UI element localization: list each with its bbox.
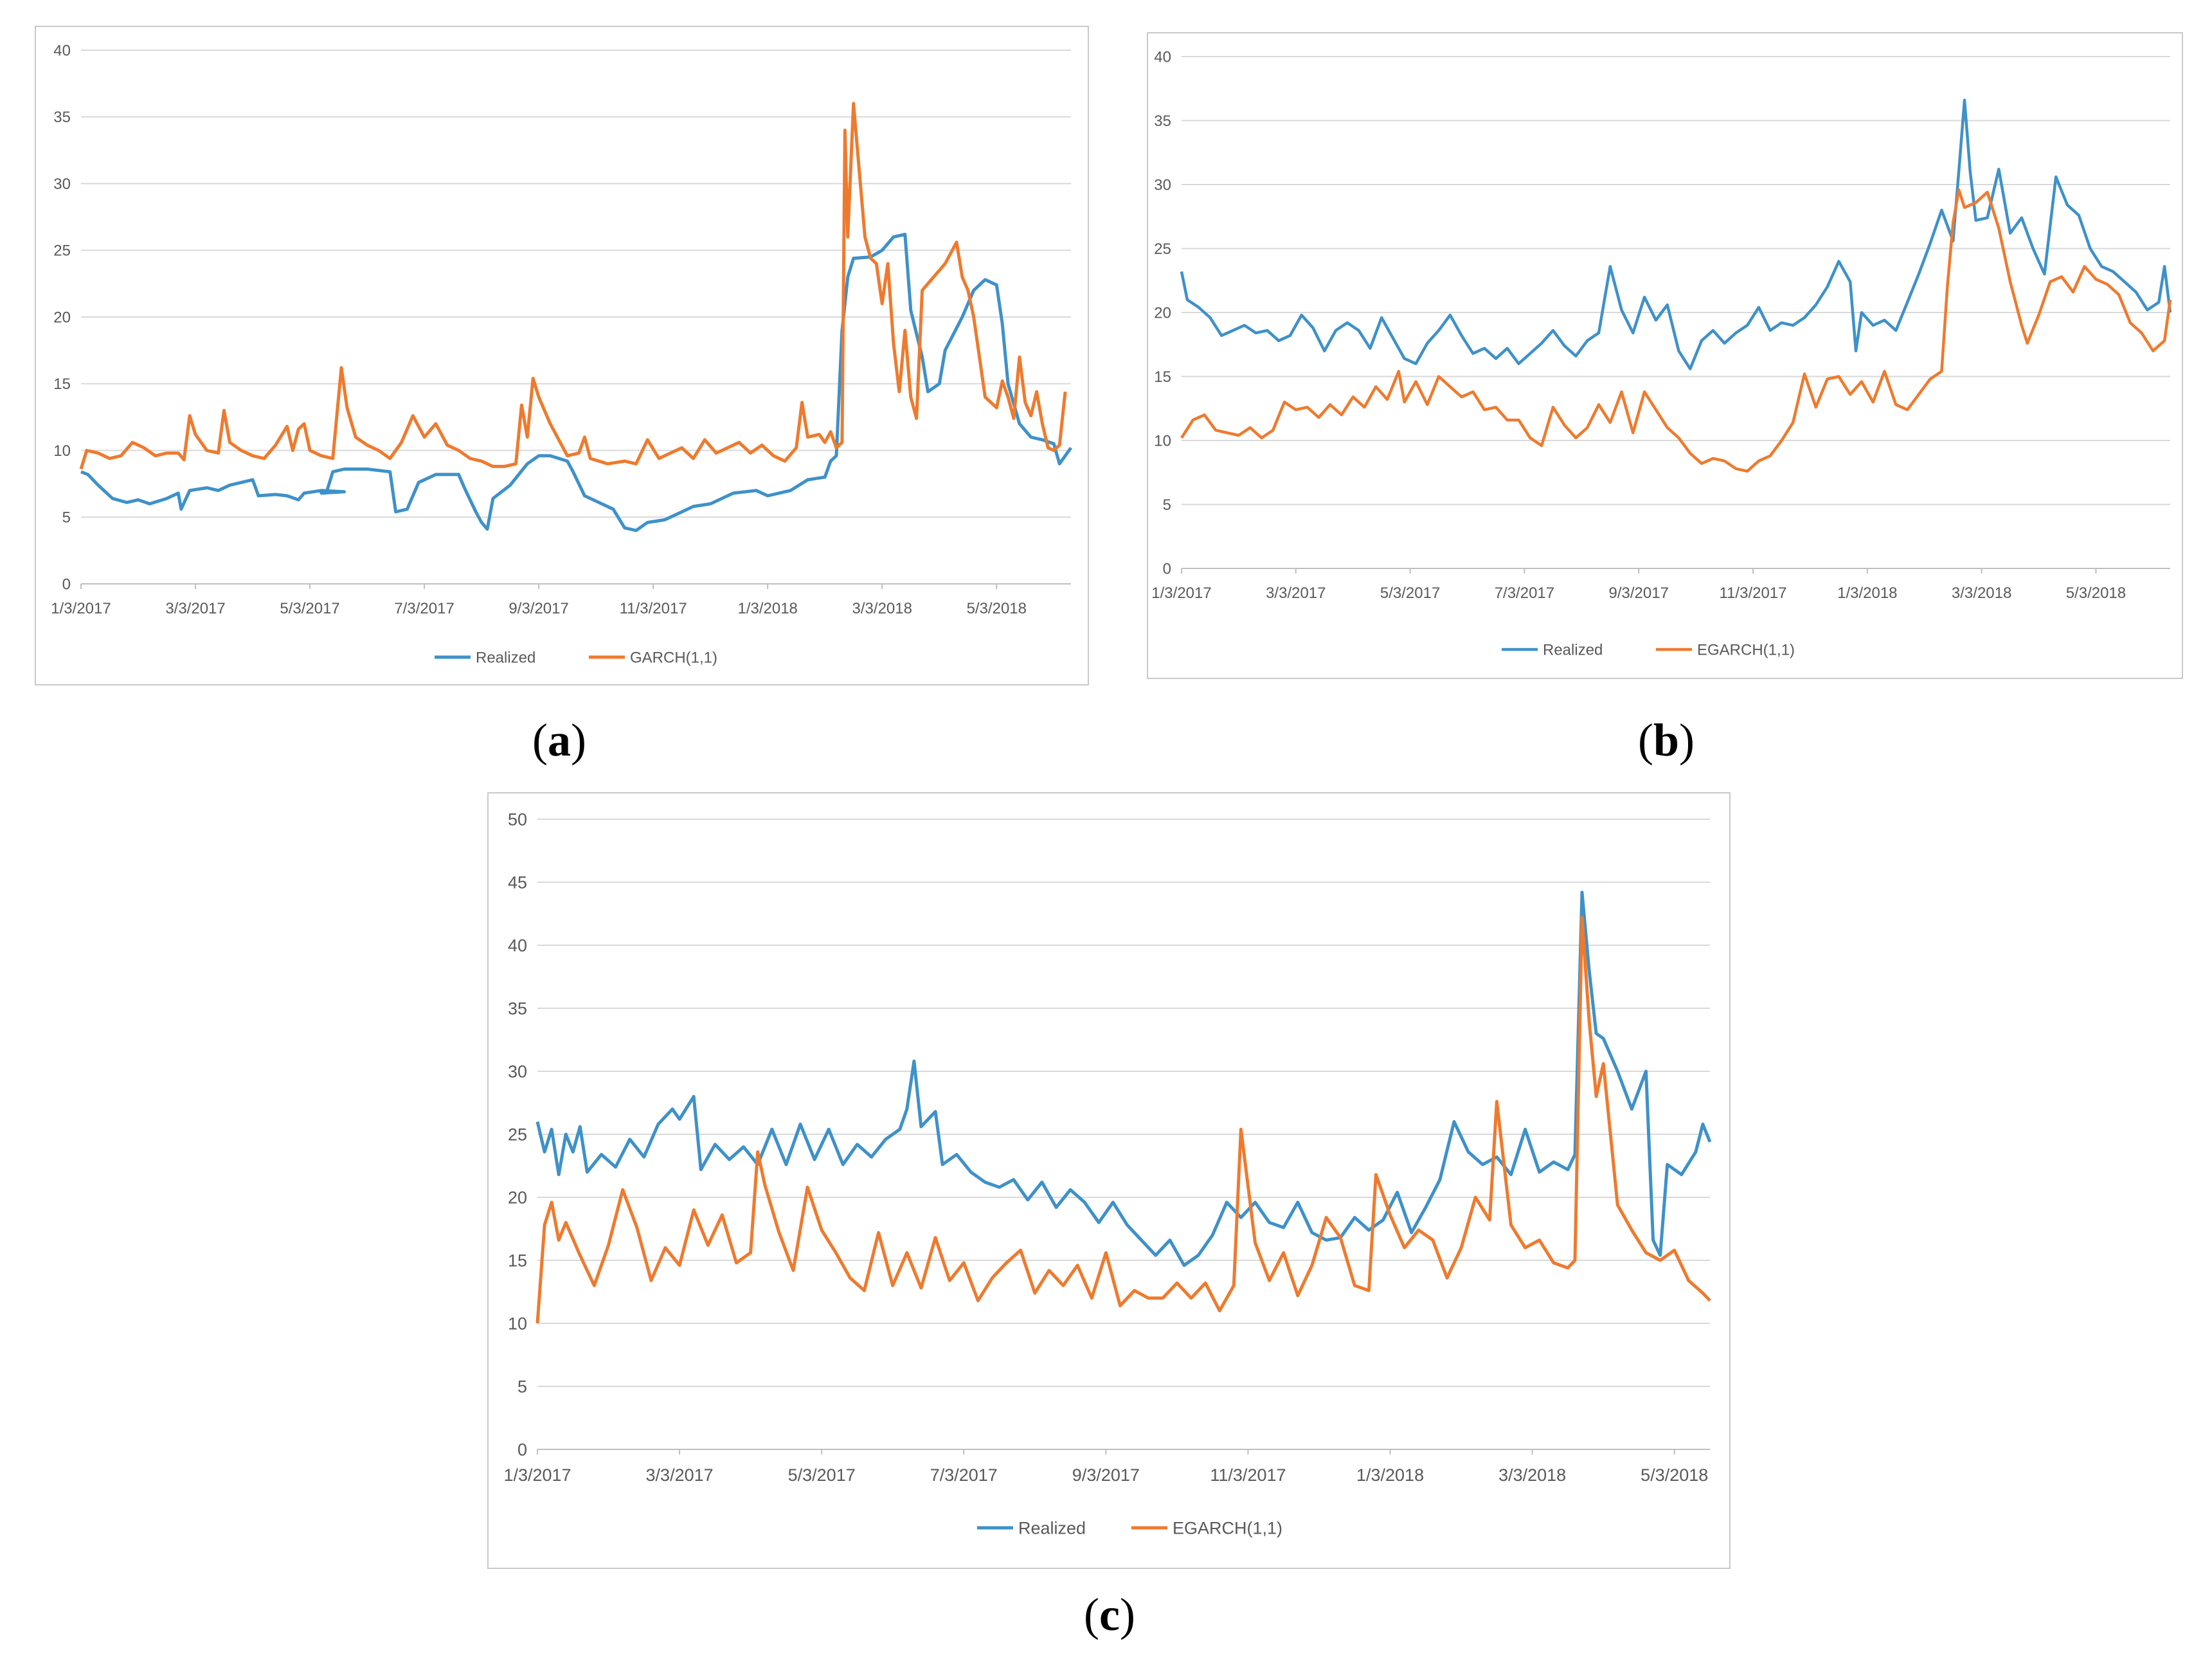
y-tick-label-c-6: 30 bbox=[508, 1062, 527, 1081]
series-line-c-egarch-1-1- bbox=[535, 916, 1711, 1324]
legend-label-b-1: EGARCH(1,1) bbox=[1697, 641, 1795, 658]
series-line-b-egarch-1-1- bbox=[1180, 188, 2172, 473]
legend-label-c-0: Realized bbox=[1018, 1518, 1086, 1537]
x-tick-label-b-7: 3/3/2018 bbox=[1952, 585, 2011, 602]
x-tick-label-a-0: 1/3/2017 bbox=[51, 600, 111, 617]
series-line-b-realized bbox=[1180, 98, 2172, 370]
x-tick-label-b-6: 1/3/2018 bbox=[1837, 585, 1897, 602]
x-tick-label-a-3: 7/3/2017 bbox=[394, 600, 454, 617]
y-tick-label-b-0: 0 bbox=[1163, 560, 1171, 577]
y-tick-label-a-6: 30 bbox=[53, 176, 71, 193]
y-tick-label-a-5: 25 bbox=[53, 242, 71, 260]
x-tick-label-a-2: 5/3/2017 bbox=[280, 600, 339, 617]
y-tick-label-c-1: 5 bbox=[517, 1377, 527, 1396]
y-tick-label-c-4: 20 bbox=[508, 1188, 527, 1207]
caption-a-letter: a bbox=[548, 714, 571, 766]
x-tick-label-c-5: 11/3/2017 bbox=[1210, 1465, 1286, 1485]
x-tick-label-a-4: 9/3/2017 bbox=[508, 600, 568, 617]
chart-panel-c: 0 5 10 15 20 25 30 35 40 45 50 1/3/2017 3/3/2017 5/3/… bbox=[487, 792, 1731, 1569]
series-line-a-garch-1-1- bbox=[79, 102, 1067, 470]
x-tick-label-b-0: 1/3/2017 bbox=[1151, 585, 1211, 602]
y-tick-label-c-8: 40 bbox=[508, 936, 527, 955]
y-tick-label-a-8: 40 bbox=[53, 42, 71, 59]
x-tick-label-c-0: 1/3/2017 bbox=[503, 1465, 571, 1485]
y-tick-label-c-3: 15 bbox=[508, 1251, 527, 1270]
y-tick-label-c-0: 0 bbox=[517, 1440, 527, 1459]
legend-label-a-0: Realized bbox=[476, 649, 535, 666]
y-tick-label-b-7: 35 bbox=[1154, 113, 1171, 130]
x-tick-label-b-3: 7/3/2017 bbox=[1495, 585, 1554, 602]
legend-label-a-1: GARCH(1,1) bbox=[630, 649, 717, 666]
caption-c-letter: c bbox=[1099, 1589, 1120, 1640]
y-tick-label-a-1: 5 bbox=[62, 509, 71, 527]
x-tick-label-b-4: 9/3/2017 bbox=[1609, 585, 1669, 602]
caption-a: (a) bbox=[532, 714, 586, 766]
caption-b: (b) bbox=[1637, 714, 1695, 766]
chart-a-svg: 0 5 10 15 20 25 30 35 40 1/3/2017 3/3/2017 5/3/2017… bbox=[51, 42, 1073, 666]
series-line-c-realized bbox=[535, 891, 1712, 1267]
chart-panel-a: 0 5 10 15 20 25 30 35 40 1/3/2017 3/3/2017 5/3/2017… bbox=[35, 26, 1089, 685]
y-tick-label-c-7: 35 bbox=[508, 999, 527, 1018]
y-tick-label-b-8: 40 bbox=[1154, 48, 1171, 66]
y-tick-label-c-2: 10 bbox=[508, 1314, 527, 1333]
x-tick-label-b-8: 5/3/2018 bbox=[2066, 585, 2126, 602]
y-tick-label-a-3: 15 bbox=[53, 376, 71, 393]
caption-b-letter: b bbox=[1653, 714, 1680, 766]
x-tick-label-a-5: 11/3/2017 bbox=[620, 600, 687, 617]
y-tick-label-c-5: 25 bbox=[508, 1125, 527, 1144]
x-tick-label-a-7: 3/3/2018 bbox=[852, 600, 912, 617]
x-tick-label-c-4: 9/3/2017 bbox=[1072, 1465, 1140, 1485]
x-tick-label-b-5: 11/3/2017 bbox=[1720, 585, 1787, 602]
x-tick-label-a-6: 1/3/2018 bbox=[737, 600, 797, 617]
x-tick-label-a-8: 5/3/2018 bbox=[967, 600, 1027, 617]
x-tick-label-c-6: 1/3/2018 bbox=[1356, 1465, 1424, 1485]
y-tick-label-b-3: 15 bbox=[1154, 368, 1171, 386]
y-tick-label-b-6: 30 bbox=[1154, 176, 1171, 194]
series-line-a-realized bbox=[80, 232, 1073, 532]
y-tick-label-a-2: 10 bbox=[53, 442, 71, 460]
x-tick-label-c-7: 3/3/2018 bbox=[1498, 1465, 1566, 1485]
y-tick-label-c-10: 50 bbox=[508, 810, 527, 829]
caption-c: (c) bbox=[1084, 1589, 1135, 1640]
x-tick-label-c-8: 5/3/2018 bbox=[1641, 1465, 1708, 1485]
x-tick-label-b-1: 3/3/2017 bbox=[1266, 585, 1326, 602]
chart-b-svg: 0 5 10 15 20 25 30 35 40 1/3/2017 3/3/2017 5/3/2017… bbox=[1151, 48, 2172, 658]
x-tick-label-c-1: 3/3/2017 bbox=[646, 1465, 714, 1485]
y-tick-label-c-9: 45 bbox=[508, 873, 527, 892]
chart-panel-b: 0 5 10 15 20 25 30 35 40 1/3/2017 3/3/2017 5/3/2017… bbox=[1147, 32, 2183, 679]
y-tick-label-a-0: 0 bbox=[62, 576, 71, 593]
x-tick-label-b-2: 5/3/2017 bbox=[1380, 585, 1440, 602]
legend-label-c-1: EGARCH(1,1) bbox=[1173, 1518, 1282, 1537]
y-tick-label-a-7: 35 bbox=[53, 109, 71, 126]
x-tick-label-a-1: 3/3/2017 bbox=[165, 600, 225, 617]
y-tick-label-b-1: 5 bbox=[1163, 496, 1171, 514]
chart-c-svg: 0 5 10 15 20 25 30 35 40 45 50 1/3/2017 3/3/2017 5/3/… bbox=[503, 810, 1712, 1537]
y-tick-label-b-2: 10 bbox=[1154, 432, 1171, 449]
y-tick-label-b-5: 25 bbox=[1154, 240, 1171, 258]
x-tick-label-c-2: 5/3/2017 bbox=[788, 1465, 856, 1485]
y-tick-label-a-4: 20 bbox=[53, 309, 71, 326]
x-tick-label-c-3: 7/3/2017 bbox=[930, 1465, 998, 1485]
legend-label-b-0: Realized bbox=[1543, 641, 1603, 658]
y-tick-label-b-4: 20 bbox=[1154, 304, 1171, 322]
